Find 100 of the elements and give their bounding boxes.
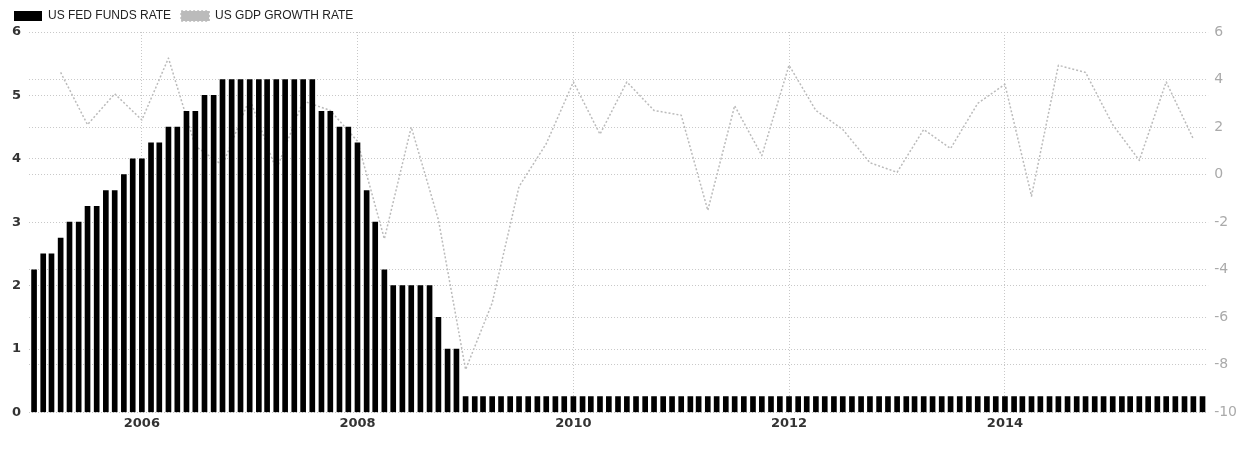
y2-tick-label: -6 — [1214, 307, 1229, 324]
bar — [768, 396, 774, 413]
bar — [561, 396, 568, 413]
bar — [282, 79, 288, 413]
bar — [129, 158, 136, 413]
bar — [507, 396, 514, 413]
bar — [1145, 396, 1152, 413]
bar — [327, 110, 334, 413]
bar — [93, 206, 100, 413]
bar — [103, 190, 109, 413]
y-tick-label: 1 — [12, 340, 22, 356]
y2-tick-label: -8 — [1214, 355, 1229, 372]
bar — [300, 79, 306, 413]
bar — [291, 79, 298, 413]
bar — [984, 396, 990, 413]
bar — [849, 396, 855, 413]
y-tick-label: 2 — [12, 276, 22, 292]
bar — [372, 221, 379, 413]
bar — [633, 396, 639, 413]
x-tick-label: 2010 — [555, 414, 592, 430]
bar — [516, 396, 522, 413]
bar — [813, 396, 819, 413]
bar — [839, 396, 846, 413]
bar — [858, 396, 864, 413]
bar — [615, 396, 621, 413]
bar — [148, 142, 154, 413]
bar — [489, 396, 495, 413]
bar — [956, 396, 963, 413]
bar — [624, 396, 630, 413]
bar — [1127, 396, 1133, 413]
bar — [139, 158, 145, 413]
bar — [390, 285, 397, 413]
legend-label: US FED FUNDS RATE — [48, 8, 172, 23]
bar — [246, 79, 253, 413]
bar — [642, 396, 648, 413]
y-tick-label: 6 — [12, 23, 22, 39]
bar — [471, 396, 478, 413]
bar — [121, 174, 127, 413]
bar — [938, 396, 945, 413]
bar — [974, 396, 981, 413]
bar — [920, 396, 927, 413]
bar — [1011, 396, 1017, 413]
bar — [750, 396, 756, 413]
bar — [867, 396, 873, 413]
bar — [588, 396, 594, 413]
y2-tick-label: 4 — [1214, 70, 1224, 87]
y-tick-label: 3 — [12, 213, 22, 229]
bar — [1091, 396, 1098, 413]
bar — [408, 285, 415, 413]
legend-label: US GDP GROWTH RATE — [215, 8, 354, 23]
bar — [722, 396, 729, 413]
bar — [174, 126, 181, 413]
bar — [786, 396, 792, 413]
bar — [759, 396, 765, 413]
x-tick-label: 2008 — [339, 414, 376, 430]
bar — [1136, 396, 1143, 413]
y2-tick-label: -2 — [1214, 212, 1229, 229]
bar — [1073, 396, 1080, 413]
bar — [821, 396, 828, 413]
bar — [31, 269, 37, 413]
bar — [966, 396, 972, 413]
bar — [606, 396, 612, 413]
bar — [1109, 396, 1116, 413]
bar — [1163, 396, 1170, 413]
y-tick-label: 4 — [12, 150, 22, 166]
bar — [660, 396, 667, 413]
x-tick-label: 2012 — [770, 414, 808, 430]
line-series — [59, 57, 1195, 371]
bar — [156, 142, 163, 413]
bar — [543, 396, 550, 413]
bar — [498, 396, 504, 413]
y2-tick-label: -10 — [1214, 403, 1238, 420]
bar — [309, 79, 316, 413]
bar — [597, 396, 603, 413]
bar — [876, 396, 882, 413]
bar — [740, 396, 747, 413]
bar — [903, 396, 910, 413]
bar — [704, 396, 711, 413]
bar — [795, 396, 801, 413]
bar — [480, 396, 486, 413]
bar — [894, 396, 900, 413]
bar — [992, 396, 999, 413]
bar — [256, 79, 262, 413]
y-tick-label: 0 — [12, 403, 22, 419]
y2-tick-label: 2 — [1214, 117, 1224, 134]
bar — [678, 396, 685, 413]
y2-tick-label: 6 — [1214, 22, 1224, 39]
bar — [111, 190, 118, 413]
bar — [803, 396, 810, 413]
bar — [831, 396, 837, 413]
bar — [264, 79, 270, 413]
bar — [273, 79, 280, 413]
y2-tick-label: 0 — [1214, 165, 1224, 182]
x-tick-label: 2014 — [986, 414, 1024, 430]
bar — [651, 396, 657, 413]
x-tick-label: 2006 — [123, 414, 160, 430]
bar — [1002, 396, 1008, 413]
bar — [525, 396, 532, 413]
bar — [40, 253, 47, 413]
bar — [669, 396, 675, 413]
